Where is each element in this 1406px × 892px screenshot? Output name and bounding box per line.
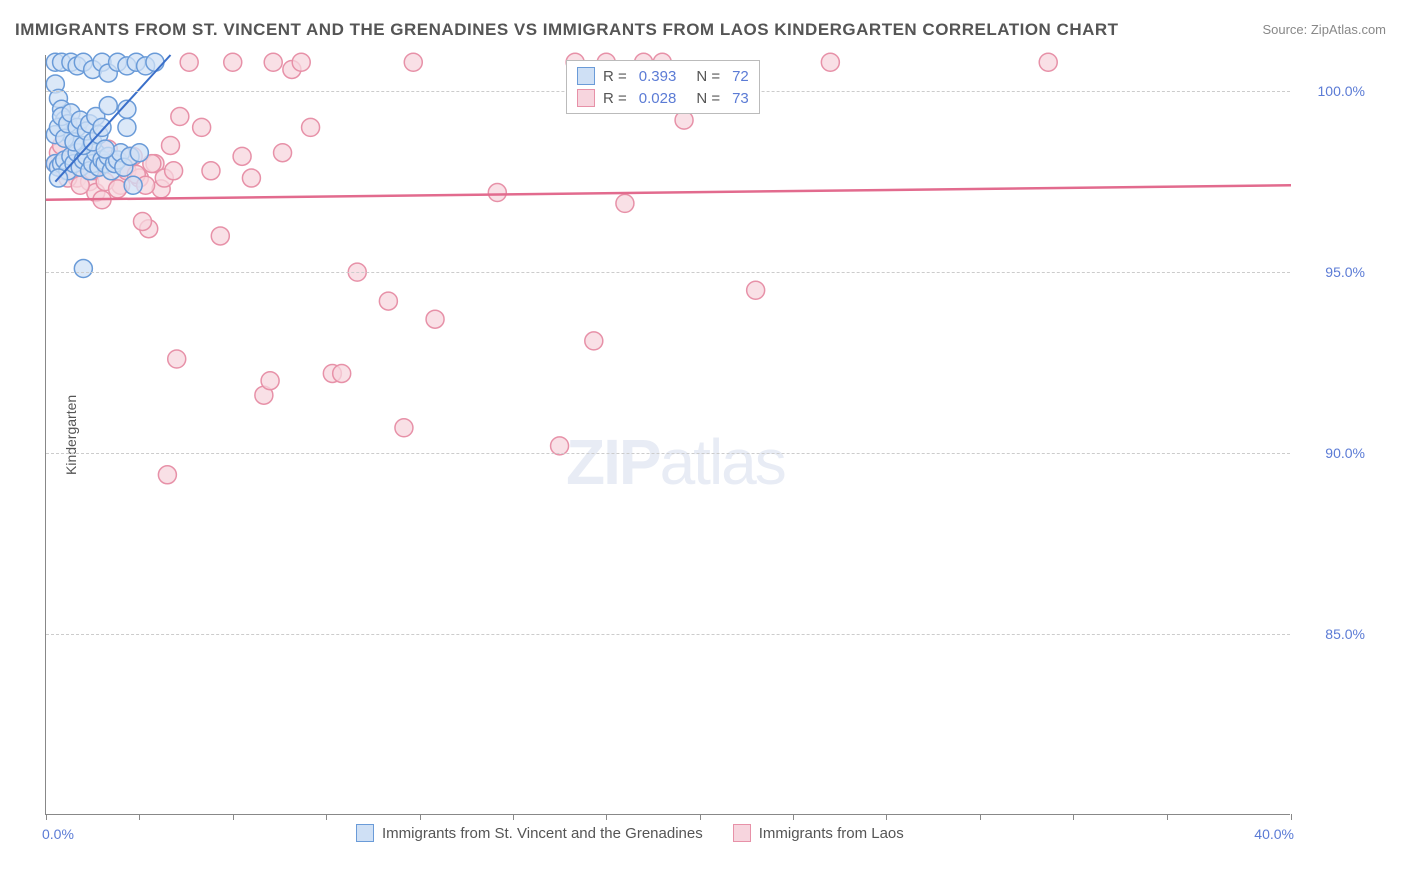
legend-correlation: R = 0.393 N = 72 R = 0.028 N = 73 [566,60,760,114]
legend-row-a: R = 0.393 N = 72 [577,65,749,87]
data-point [585,332,603,350]
data-point [821,53,839,71]
data-point [162,136,180,154]
data-point [333,364,351,382]
x-tick-mark [1167,814,1168,820]
x-tick-mark [980,814,981,820]
data-point [96,140,114,158]
data-point [202,162,220,180]
data-point [158,466,176,484]
data-point [1039,53,1057,71]
y-tick-label: 100.0% [1295,83,1365,99]
x-tick-mark [139,814,140,820]
data-point [146,53,164,71]
data-point [171,108,189,126]
chart-container: Kindergarten ZIPatlas R = 0.393 N = 72 R… [45,55,1385,835]
data-point [302,118,320,136]
data-point [379,292,397,310]
swatch-b2-icon [733,824,751,842]
data-point [118,118,136,136]
x-tick-mark [1291,814,1292,820]
chart-title: IMMIGRANTS FROM ST. VINCENT AND THE GREN… [15,20,1119,40]
x-tick-right: 40.0% [1254,826,1294,842]
source-text: Source: ZipAtlas.com [1262,22,1386,37]
legend-series-a: Immigrants from St. Vincent and the Gren… [356,824,703,842]
data-point [93,118,111,136]
data-point [211,227,229,245]
data-point [242,169,260,187]
data-point [130,144,148,162]
x-tick-mark [233,814,234,820]
swatch-a-icon [577,67,595,85]
y-tick-label: 85.0% [1295,626,1365,642]
x-tick-mark [513,814,514,820]
data-point [133,212,151,230]
gridline [46,634,1290,635]
legend-series: Immigrants from St. Vincent and the Gren… [356,824,904,842]
gridline [46,272,1290,273]
data-point [124,176,142,194]
x-tick-mark [1073,814,1074,820]
data-point [395,419,413,437]
legend-row-b: R = 0.028 N = 73 [577,87,749,109]
x-tick-mark [886,814,887,820]
data-point [233,147,251,165]
x-tick-mark [326,814,327,820]
data-point [165,162,183,180]
data-point [74,260,92,278]
data-point [224,53,242,71]
x-tick-mark [793,814,794,820]
data-point [274,144,292,162]
data-point [180,53,198,71]
data-point [292,53,310,71]
x-tick-mark [700,814,701,820]
trend-line [46,185,1291,199]
swatch-a2-icon [356,824,374,842]
x-tick-mark [420,814,421,820]
data-point [261,372,279,390]
swatch-b-icon [577,89,595,107]
data-point [616,194,634,212]
data-point [264,53,282,71]
data-point [193,118,211,136]
plot-area: ZIPatlas R = 0.393 N = 72 R = 0.028 N = … [45,55,1290,815]
data-point [404,53,422,71]
gridline [46,453,1290,454]
legend-series-b: Immigrants from Laos [733,824,904,842]
data-point [488,184,506,202]
scatter-svg [46,55,1291,815]
data-point [99,97,117,115]
y-tick-label: 90.0% [1295,445,1365,461]
data-point [426,310,444,328]
data-point [168,350,186,368]
x-tick-mark [606,814,607,820]
y-tick-label: 95.0% [1295,264,1365,280]
data-point [747,281,765,299]
x-tick-mark [46,814,47,820]
x-tick-left: 0.0% [42,826,74,842]
